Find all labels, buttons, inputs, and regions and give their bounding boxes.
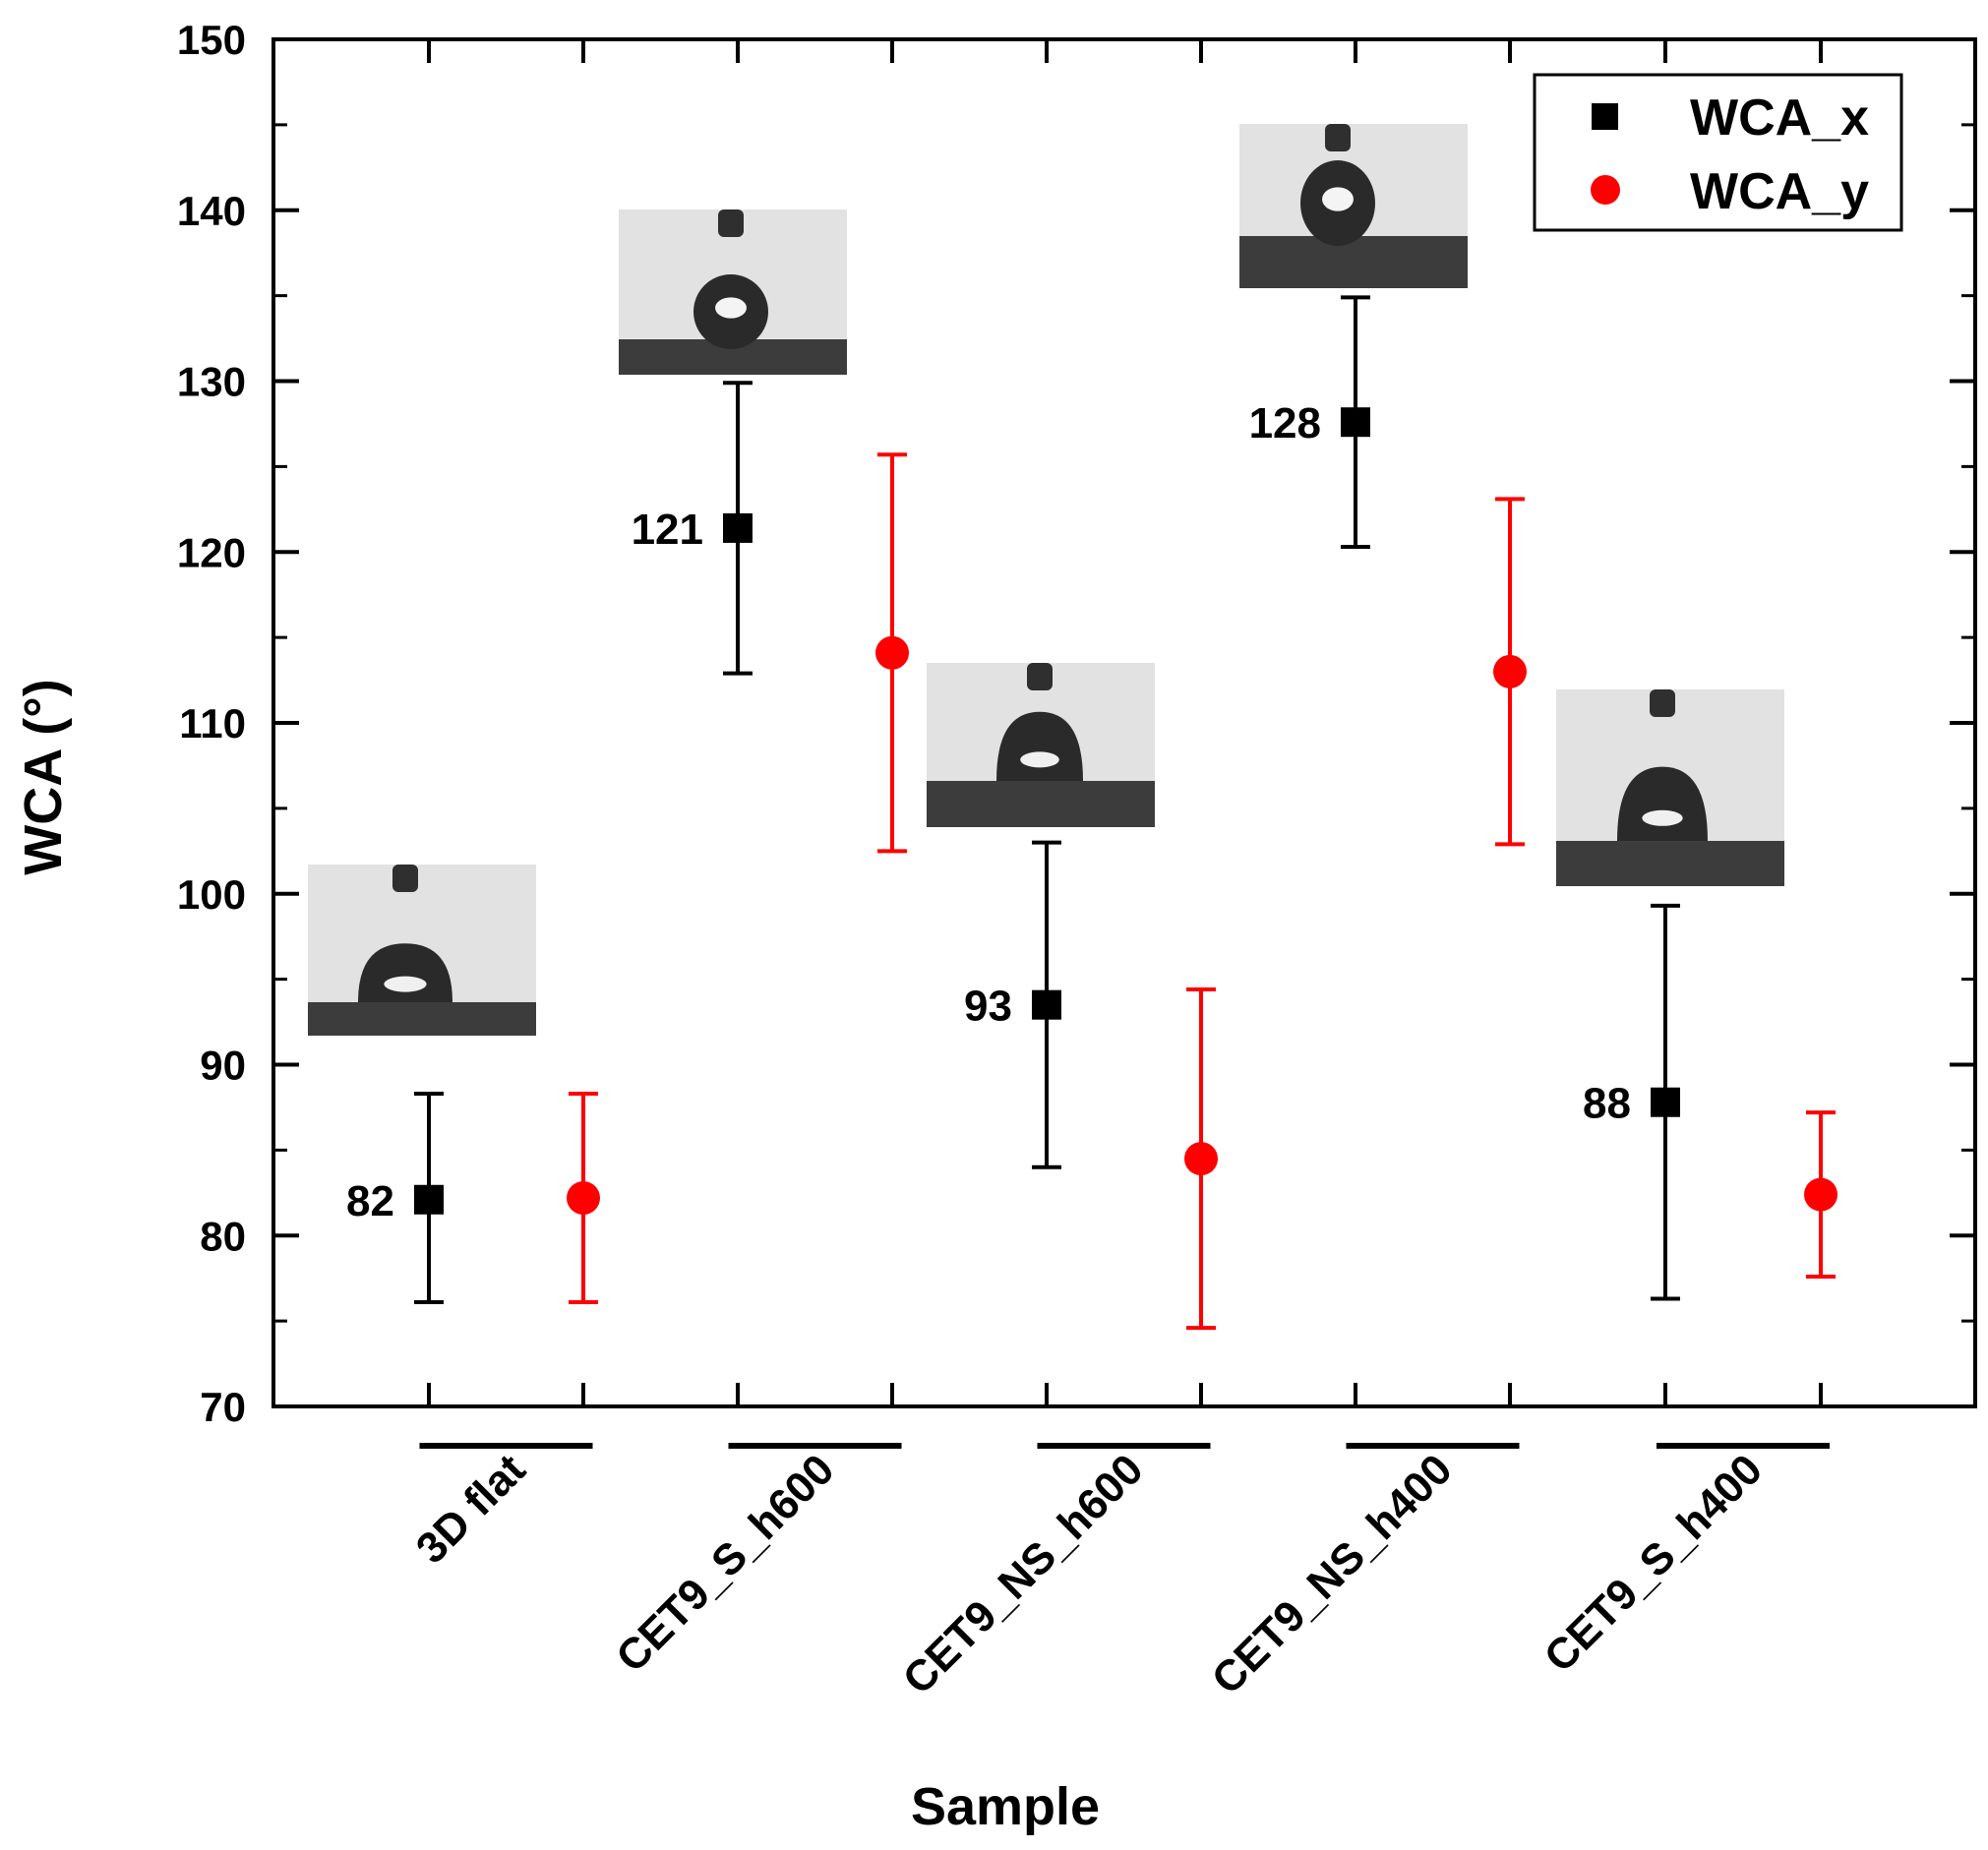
y-tick-label: 80 xyxy=(200,1213,246,1259)
y-tick-label: 70 xyxy=(200,1384,246,1430)
inset-droplet xyxy=(996,711,1083,781)
category-label: CET9_NS_h600 xyxy=(894,1445,1153,1703)
droplet-inset xyxy=(927,663,1155,827)
inset-droplet-highlight xyxy=(1322,187,1354,211)
inset-needle xyxy=(1027,663,1053,690)
y-tick-label: 100 xyxy=(177,871,246,918)
data-label: 93 xyxy=(964,983,1012,1031)
droplet-inset xyxy=(308,865,536,1036)
inset-needle xyxy=(1325,124,1351,151)
droplet-insets xyxy=(308,124,1784,1036)
series-wca-x: 82 121 93 128 88 xyxy=(346,295,1680,1305)
data-label: 88 xyxy=(1583,1080,1631,1128)
category-label: CET9_S_h400 xyxy=(1536,1445,1772,1681)
category-label: CET9_NS_h400 xyxy=(1203,1445,1462,1703)
data-point-square xyxy=(723,512,753,543)
data-point-circle xyxy=(1804,1177,1837,1212)
inset-needle xyxy=(718,209,744,237)
y-tick-label: 120 xyxy=(177,529,246,575)
droplet-inset xyxy=(1239,124,1468,288)
legend-marker-wca-x xyxy=(1592,103,1618,130)
x-axis-title: Sample xyxy=(911,1777,1100,1836)
data-marks: 82 121 93 128 88 xyxy=(346,295,1837,1331)
inset-droplet-highlight xyxy=(384,976,427,992)
legend-label-wca-y: WCA_y xyxy=(1690,163,1869,220)
droplet-inset xyxy=(619,209,847,375)
inset-droplet xyxy=(1617,766,1708,841)
y-tick-label: 150 xyxy=(177,17,246,63)
data-point-square xyxy=(1651,1087,1680,1117)
y-tick-label: 140 xyxy=(177,188,246,234)
legend-marker-wca-y xyxy=(1591,175,1620,205)
inset-droplet-highlight xyxy=(715,297,747,319)
inset-substrate xyxy=(927,781,1155,827)
series-wca-y xyxy=(567,452,1837,1331)
category-label: 3D flat xyxy=(407,1445,535,1573)
data-point-square xyxy=(414,1184,444,1215)
legend-label-wca-x: WCA_x xyxy=(1690,90,1869,147)
legend-box xyxy=(1533,73,1903,232)
y-tick-label: 130 xyxy=(177,359,246,405)
inset-droplet xyxy=(358,943,452,1002)
inset-droplet-highlight xyxy=(1020,751,1059,768)
data-point-circle xyxy=(875,635,909,670)
legend: WCA_x WCA_y xyxy=(1533,73,1903,232)
inset-needle xyxy=(1650,689,1675,717)
data-point-circle xyxy=(1184,1142,1218,1176)
y-axis-title: WCA (°) xyxy=(14,679,73,875)
category-label: CET9_S_h600 xyxy=(607,1445,843,1681)
inset-substrate xyxy=(1239,236,1468,288)
data-point-square xyxy=(1341,407,1370,438)
data-label: 82 xyxy=(346,1177,394,1225)
data-point-circle xyxy=(567,1181,600,1216)
inset-substrate xyxy=(308,1002,536,1036)
data-point-square xyxy=(1032,989,1061,1020)
droplet-inset xyxy=(1556,689,1784,886)
y-tick-label: 110 xyxy=(179,700,246,746)
inset-substrate xyxy=(1556,841,1784,886)
data-label: 128 xyxy=(1249,399,1321,448)
data-point-circle xyxy=(1493,654,1527,688)
inset-droplet-highlight xyxy=(1642,809,1683,826)
data-label: 121 xyxy=(632,506,703,554)
y-tick-label: 90 xyxy=(200,1043,246,1089)
inset-needle xyxy=(392,865,418,892)
